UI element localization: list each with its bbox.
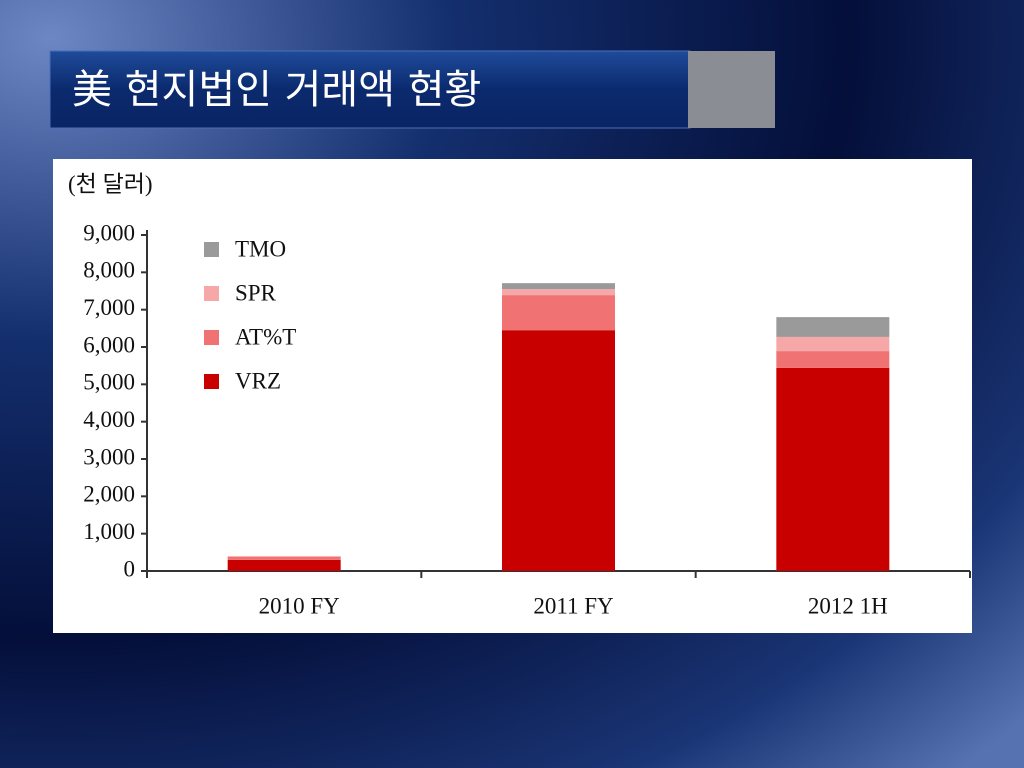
y-tick-label: 1,000 [83,519,135,544]
legend-label: SPR [235,280,277,305]
x-tick-label: 2012 1H [808,593,888,618]
bar-segment [227,556,341,557]
x-tick-label: 2011 FY [533,593,614,618]
y-tick-label: 9,000 [83,220,135,245]
y-tick-label: 3,000 [83,444,135,469]
bar-segment [227,559,341,571]
title-accent [688,51,775,128]
y-tick-label: 6,000 [83,332,135,357]
y-tick-label: 0 [124,556,136,581]
y-tick-label: 8,000 [83,258,135,283]
legend-swatch [204,286,219,301]
bar-segment [502,289,615,296]
bar-segment [502,283,615,290]
bar-segment [502,295,615,331]
legend-swatch [204,242,219,257]
title-bar [49,50,691,129]
y-tick-label: 4,000 [83,407,135,432]
bar-segment [502,330,615,571]
legend-label: TMO [235,236,286,261]
legend-swatch [204,330,219,345]
legend-label: VRZ [235,368,281,393]
y-tick-label: 5,000 [83,370,135,395]
slide-title: 美 현지법인 거래액 현황 [72,67,481,113]
y-tick-label: 2,000 [83,482,135,507]
legend-label: AT%T [235,324,296,349]
bar-segment [776,351,890,368]
bar-segment [776,336,890,352]
bar-segment [227,556,341,560]
x-tick-label: 2010 FY [259,593,341,618]
bar-segment [776,367,890,571]
y-axis-label: (천 달러) [68,171,153,196]
y-tick-label: 7,000 [83,295,135,320]
legend-swatch [204,374,219,389]
bar-segment [776,317,890,337]
